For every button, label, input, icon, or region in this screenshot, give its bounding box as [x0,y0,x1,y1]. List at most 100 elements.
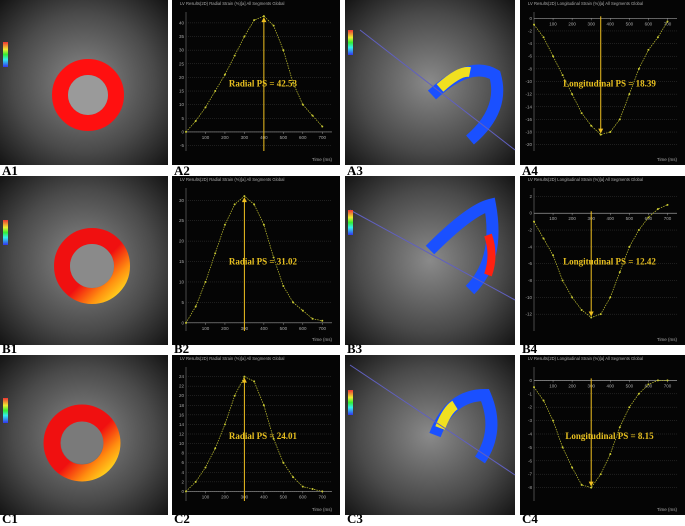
y-tick-label: -20 [525,142,532,147]
data-point [628,93,631,96]
y-tick-label: 35 [179,34,185,39]
y-tick-label: 20 [179,393,185,398]
x-tick-label: 100 [202,326,210,331]
y-tick-label: -5 [528,445,532,450]
data-point [580,112,583,115]
data-point [628,245,631,248]
data-point [609,296,612,299]
annotation: Radial PS = 24.01 [229,431,298,441]
x-axis-label: Time (ms) [657,337,678,342]
data-point [301,485,304,488]
x-tick-label: 100 [202,494,210,499]
y-tick-label: 30 [179,48,185,53]
data-point [214,447,217,450]
chart-title: LV Results(2D) Longitudinal Strain (%)[a… [528,356,643,361]
x-tick-label: 600 [299,326,307,331]
y-tick-label: 10 [179,102,185,107]
y-tick-label: 8 [181,451,184,456]
y-tick-label: 0 [529,378,532,383]
data-point [194,120,197,123]
data-point [590,316,593,319]
data-point [637,229,640,232]
y-tick-label: 4 [181,470,184,475]
x-tick-label: 100 [549,216,557,221]
chart-title: LV Results(2D) Radial Strain (%)[a] All … [180,356,284,361]
y-tick-label: -8 [528,278,532,283]
data-point [204,106,207,109]
y-tick-label: -4 [528,244,532,249]
y-tick-label: 20 [179,239,185,244]
data-point [321,490,324,493]
y-tick-label: 5 [181,116,184,121]
data-point [311,114,314,117]
strain-curve [533,21,668,135]
annotation: Longitudinal PS = 12.42 [563,257,656,267]
y-tick-label: -8 [528,66,532,71]
y-tick-label: -6 [528,458,532,463]
arrow-head [588,311,594,317]
mri-images [0,0,516,515]
y-tick-label: 15 [179,259,185,264]
x-tick-label: 700 [664,216,672,221]
x-tick-label: 700 [664,383,672,388]
y-tick-label: 25 [179,218,185,223]
x-tick-label: 400 [607,383,615,388]
x-tick-label: 200 [221,494,229,499]
strain-chart: LV Results(2D) Radial Strain (%)[a] All … [172,176,340,345]
data-point [618,118,621,121]
y-tick-label: 0 [529,16,532,21]
y-tick-label: 2 [181,479,184,484]
chart-background [520,176,685,345]
data-point [552,55,555,58]
x-tick-label: 500 [626,21,634,26]
data-point [599,313,602,316]
data-point [571,296,574,299]
panel-label: A2 [174,163,190,178]
data-point [262,223,265,226]
x-axis-label: Time (ms) [312,507,333,512]
data-point [194,305,197,308]
y-tick-label: -2 [528,228,532,233]
x-tick-label: 600 [299,135,307,140]
data-point [561,74,564,77]
y-tick-label: 10 [179,441,185,446]
data-point [292,81,295,84]
x-tick-label: 500 [626,216,634,221]
x-tick-label: 500 [280,326,288,331]
data-point [666,203,669,206]
y-tick-label: 16 [179,412,185,417]
chart-background [172,0,340,165]
strain-chart: LV Results(2D) Radial Strain (%)[a] All … [172,355,340,515]
data-point [647,383,650,386]
x-tick-label: 400 [260,494,268,499]
x-tick-label: 200 [221,326,229,331]
y-tick-label: -4 [528,41,532,46]
y-tick-label: -4 [528,432,532,437]
x-axis-label: Time (ms) [657,507,678,512]
x-tick-label: 700 [319,326,327,331]
chart-title: LV Results(2D) Longitudinal Strain (%)[a… [528,177,643,182]
data-point [292,301,295,304]
data-point [542,36,545,39]
x-tick-label: 100 [549,383,557,388]
data-point [253,380,256,383]
data-point [185,321,187,324]
annotation: Radial PS = 31.02 [229,257,298,267]
x-tick-label: 600 [299,494,307,499]
data-point [214,90,217,93]
data-point [561,279,564,282]
panel-label: C1 [2,511,18,526]
annotation: Longitudinal PS = 18.39 [563,79,656,89]
data-point [533,386,535,389]
data-point [214,252,217,255]
y-tick-label: -18 [525,130,532,135]
x-tick-label: 400 [260,326,268,331]
y-tick-label: 0 [181,489,184,494]
x-tick-label: 600 [645,21,653,26]
y-tick-label: 0 [181,129,184,134]
annotation: Radial PS = 42.53 [229,79,298,89]
strain-chart: LV Results(2D) Longitudinal Strain (%)[a… [520,0,685,165]
arrow-head [588,481,594,487]
chart-title: LV Results(2D) Radial Strain (%)[a] All … [180,1,284,6]
data-point [647,216,650,219]
